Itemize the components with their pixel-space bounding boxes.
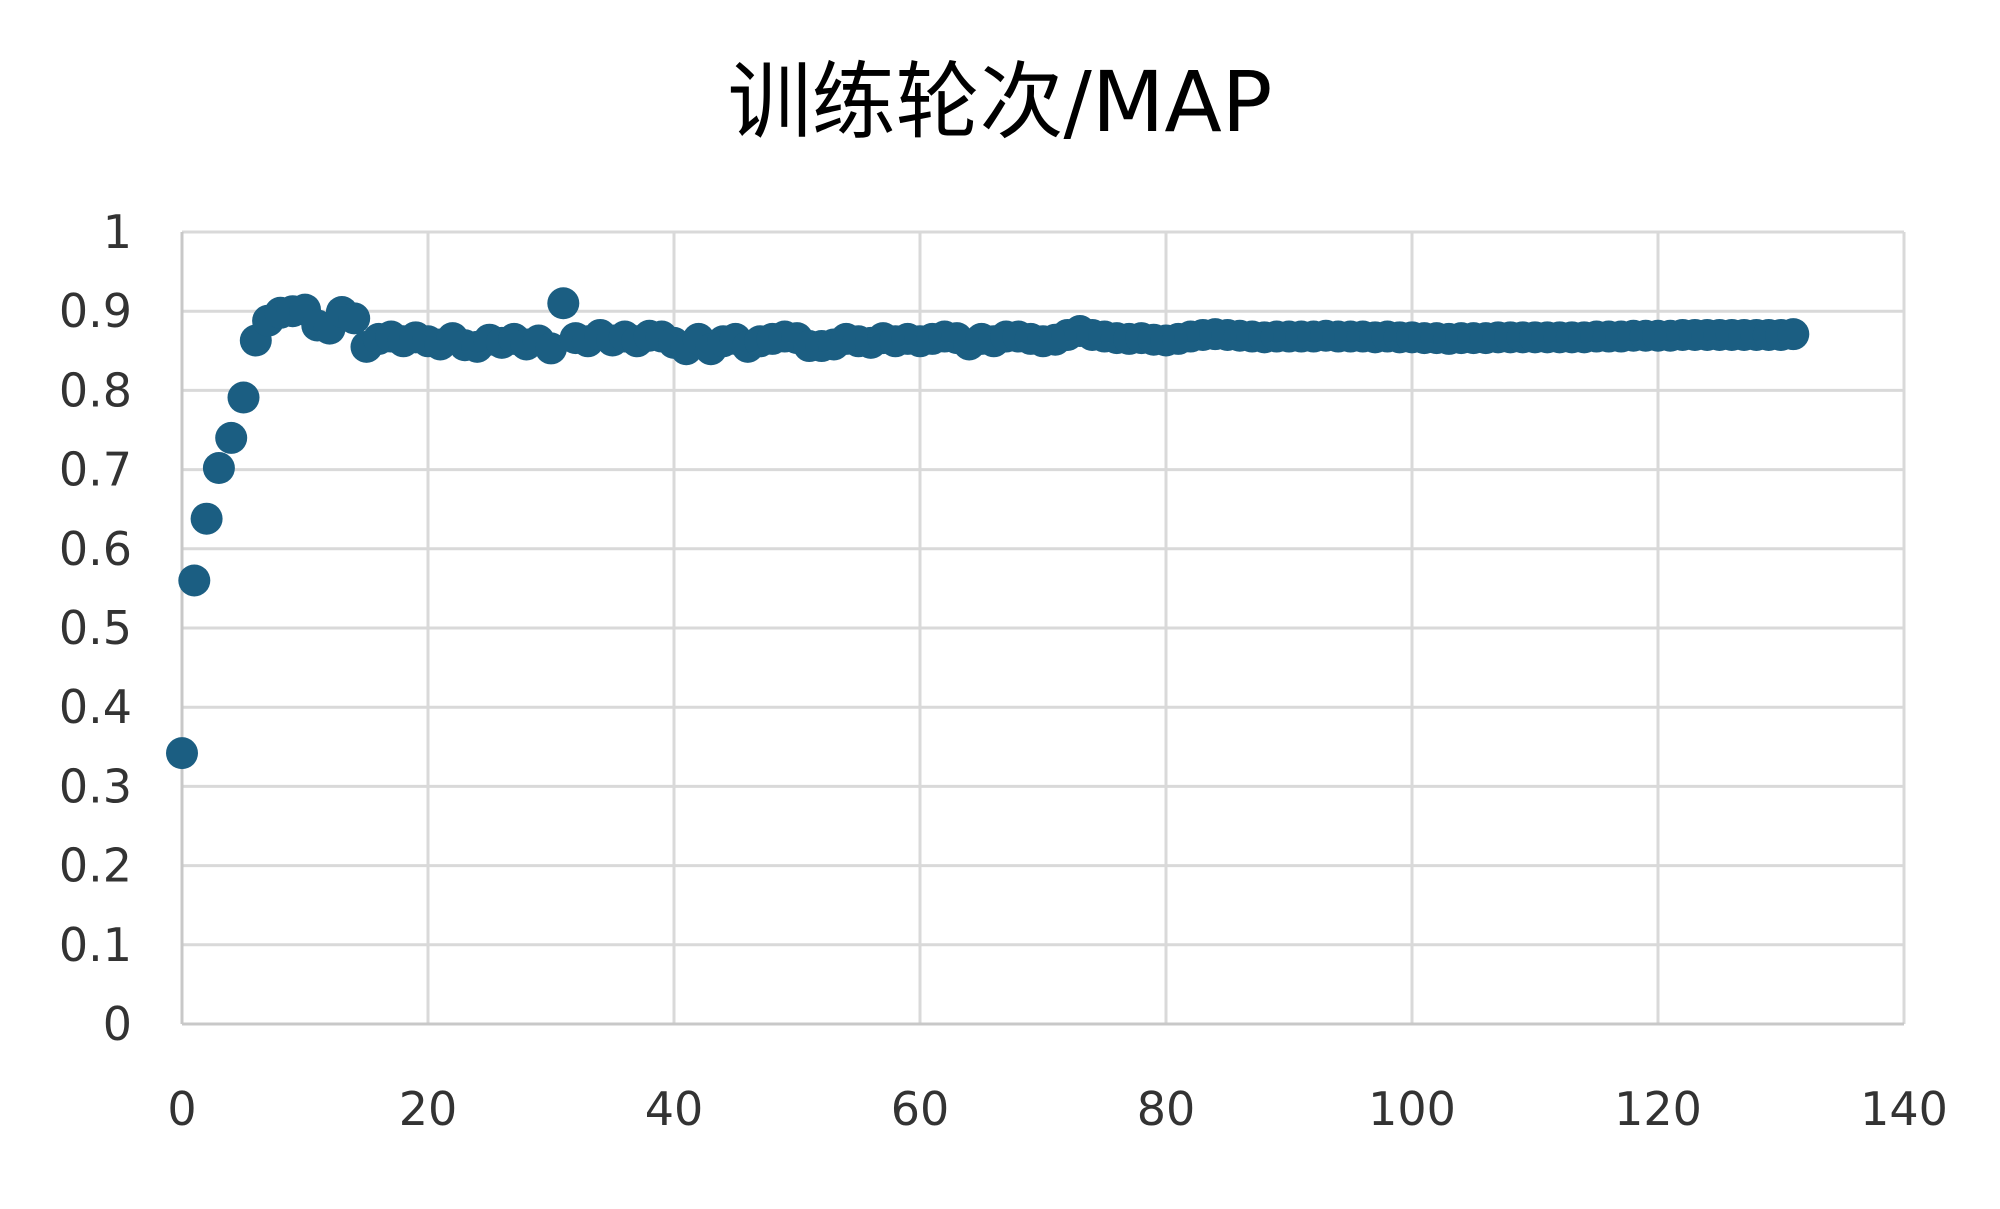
axes: [180, 232, 1904, 1026]
x-tick-label: 0: [167, 1082, 196, 1136]
data-point: [535, 332, 567, 365]
data-point: [166, 737, 198, 770]
chart-title: 训练轮次/MAP: [727, 53, 1273, 151]
y-tick-label: 0.4: [59, 680, 132, 734]
y-tick-label: 0.8: [59, 363, 132, 417]
data-point: [190, 502, 223, 535]
x-tick-label: 60: [891, 1082, 950, 1136]
y-tick-label: 0.5: [59, 601, 132, 655]
y-tick-label: 1: [103, 205, 132, 259]
y-tick-label: 0.7: [59, 443, 132, 497]
data-point: [215, 421, 248, 454]
x-tick-label: 20: [399, 1082, 458, 1136]
data-point: [202, 452, 235, 485]
y-tick-label: 0.9: [59, 284, 132, 338]
x-tick-label: 140: [1860, 1082, 1948, 1136]
data-points: [166, 287, 1810, 770]
x-tick-labels: 0 20 40 60 80 100 120 140: [167, 1082, 1948, 1136]
data-point: [547, 287, 580, 320]
grid: [182, 230, 1906, 1024]
data-point: [1777, 318, 1810, 351]
data-point: [178, 564, 211, 597]
y-tick-label: 0: [103, 997, 132, 1051]
x-tick-label: 120: [1614, 1082, 1702, 1136]
x-tick-label: 80: [1137, 1082, 1196, 1136]
y-tick-label: 0.3: [59, 759, 132, 813]
y-tick-label: 0.2: [59, 839, 132, 893]
y-tick-label: 0.6: [59, 522, 132, 576]
data-point: [338, 302, 371, 335]
x-tick-label: 40: [645, 1082, 704, 1136]
data-point: [227, 381, 260, 414]
x-tick-label: 100: [1368, 1082, 1456, 1136]
y-tick-labels: 0 0.1 0.2 0.3 0.4 0.5 0.6 0.7 0.8 0.9 1: [59, 205, 132, 1051]
y-tick-label: 0.1: [59, 918, 132, 972]
